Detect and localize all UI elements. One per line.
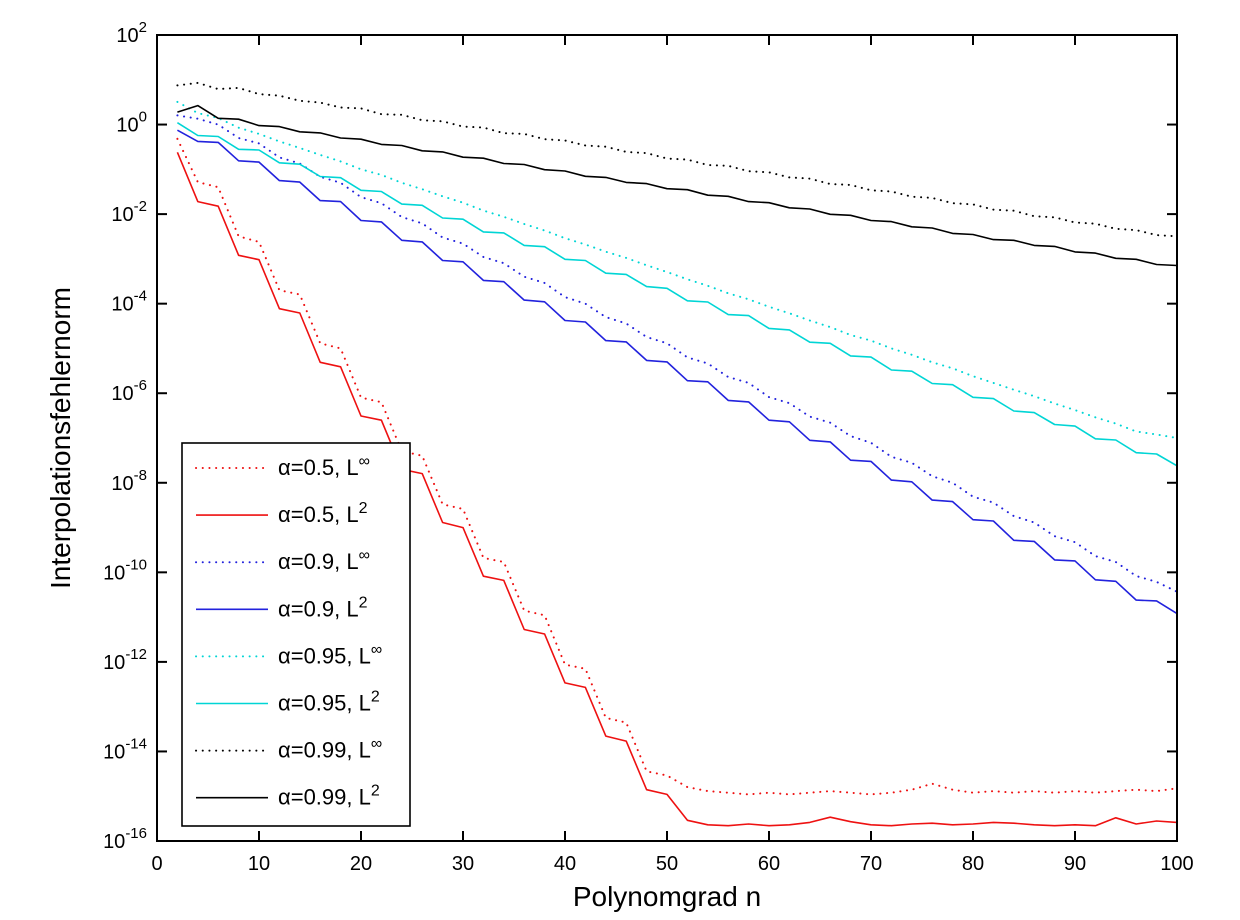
legend-label-alpha09-linf: α=0.9, L∞	[278, 547, 370, 574]
x-tick-label: 40	[554, 853, 576, 875]
y-tick-label: 10-2	[111, 198, 147, 226]
legend-label-alpha099-linf: α=0.99, L∞	[278, 736, 382, 763]
legend-box	[181, 442, 411, 827]
series-line-alpha09-l2	[177, 129, 1178, 615]
legend-label-alpha099-l2: α=0.99, L2	[278, 783, 380, 810]
legend: α=0.5, L∞ α=0.5, L2 α=0.9, L∞ α=0.9, L2 α=0.…	[181, 442, 411, 827]
legend-label-alpha095-linf: α=0.95, L∞	[278, 641, 382, 668]
series-line-alpha099-linf	[176, 81, 1178, 238]
series-line-alpha095-l2	[176, 122, 1178, 467]
y-tick-label: 10-8	[111, 467, 147, 495]
y-tick-label: 10-16	[103, 825, 147, 853]
series-line-alpha099-l2	[177, 104, 1178, 267]
legend-label-alpha05-linf: α=0.5, L∞	[278, 453, 370, 480]
y-tick-label: 100	[116, 109, 147, 137]
legend-label-alpha09-l2: α=0.9, L2	[278, 594, 368, 621]
x-axis-label: Polynomgrad n	[573, 881, 761, 912]
y-tick-label: 10-10	[103, 556, 147, 584]
axes-frame: 0 10 20 30 40 50 60 70 80 90 100 102 100 10-2 10-4 10-6…	[103, 19, 1194, 875]
series-layer	[176, 81, 1178, 827]
x-tick-label: 70	[860, 853, 882, 875]
legend-label-alpha05-l2: α=0.5, L2	[278, 500, 368, 527]
x-tick-label: 100	[1160, 853, 1193, 875]
x-tick-label: 0	[151, 853, 162, 875]
x-tick-label: 30	[452, 853, 474, 875]
x-tick-label: 20	[350, 853, 372, 875]
y-tick-label: 10-12	[103, 646, 147, 674]
x-tick-label: 80	[962, 853, 984, 875]
x-tick-label: 10	[248, 853, 270, 875]
y-axis-label: Interpolationsfehlernorm	[45, 287, 76, 589]
y-tick-label: 10-6	[111, 377, 147, 405]
series-line-alpha05-l2	[176, 151, 1178, 827]
y-tick-label: 102	[116, 19, 147, 47]
y-tick-label: 10-14	[103, 735, 147, 763]
x-tick-label: 50	[656, 853, 678, 875]
x-tick-label: 90	[1064, 853, 1086, 875]
y-tick-label: 10-4	[111, 288, 147, 316]
legend-label-alpha095-l2: α=0.95, L2	[278, 689, 380, 716]
series-line-alpha095-linf	[176, 100, 1178, 439]
x-tick-label: 60	[758, 853, 780, 875]
